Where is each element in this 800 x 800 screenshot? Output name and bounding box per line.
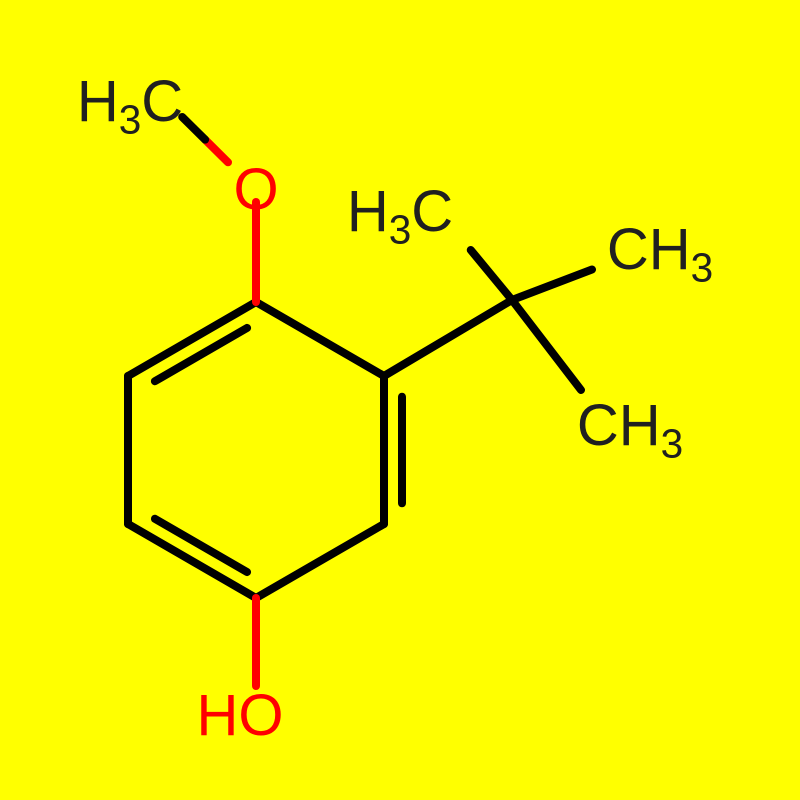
atom-label-O_hydroxy: HO	[197, 687, 284, 745]
atom-label-O_methoxy: O	[233, 161, 278, 219]
atom-label-C_tbu_right: CH3	[607, 221, 713, 279]
atom-label-C_tbu_up: H3C	[347, 183, 453, 241]
atom-label-C_methoxy_CH3: H3C	[77, 73, 183, 131]
chemical-structure-diagram: O H3C H3C CH3 CH3 HO	[0, 0, 800, 800]
atom-label-C_tbu_down: CH3	[577, 397, 683, 455]
